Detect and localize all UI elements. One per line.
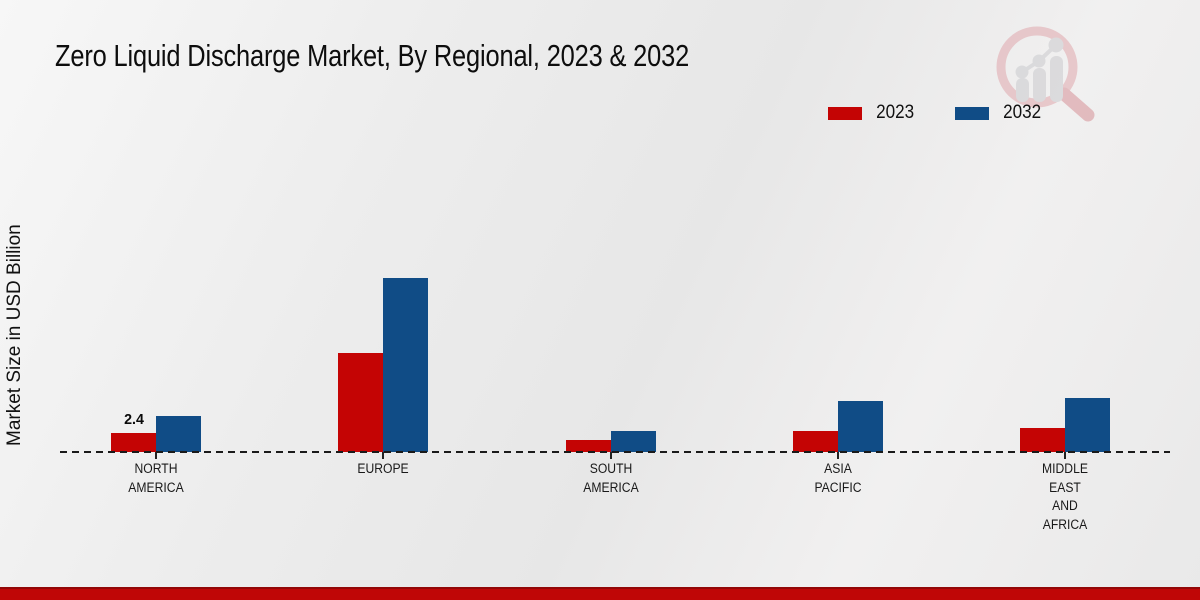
bar-2032-north-america xyxy=(156,416,201,452)
legend-swatch-2023 xyxy=(828,106,863,120)
x-axis-baseline xyxy=(60,451,1170,453)
category-label-asia-pacific: ASIA PACIFIC xyxy=(814,461,862,495)
legend-item-2023: 2023 xyxy=(828,102,916,124)
bar-2023-europe xyxy=(338,353,384,452)
legend-item-2032: 2032 xyxy=(954,102,1043,124)
x-axis-tick xyxy=(382,452,385,459)
category-label-south-america: SOUTH AMERICA xyxy=(582,461,639,495)
legend: 2023 2032 xyxy=(828,102,1043,124)
category-label-north-america: NORTH AMERICA xyxy=(128,461,184,495)
bar-2032-asia-pacific xyxy=(837,401,883,452)
value-label-2023-north-america: 2.4 xyxy=(123,411,144,428)
bar-2032-europe xyxy=(383,278,429,452)
bar-2023-middle-east-and-africa xyxy=(1020,428,1065,452)
x-axis-tick xyxy=(1064,452,1066,459)
bar-2023-north-america xyxy=(111,433,156,452)
x-axis-tick xyxy=(836,452,839,459)
legend-label-2023: 2023 xyxy=(876,102,915,123)
bar-2023-asia-pacific xyxy=(792,431,838,452)
bar-2023-south-america xyxy=(565,440,611,452)
x-axis-tick xyxy=(155,452,157,459)
x-axis-tick xyxy=(609,452,612,459)
legend-swatch-2032 xyxy=(954,106,989,120)
bar-2032-south-america xyxy=(610,431,656,452)
category-label-middle-east-and-africa: MIDDLE EAST AND AFRICA xyxy=(1042,461,1088,532)
magnifier-bar-chart-logo-icon xyxy=(996,26,1095,122)
bottom-accent-band xyxy=(0,587,1200,600)
legend-label-2032: 2032 xyxy=(1002,102,1041,123)
chart-title: Zero Liquid Discharge Market, By Regiona… xyxy=(55,38,690,73)
category-label-europe: EUROPE xyxy=(357,461,409,476)
bar-2032-middle-east-and-africa xyxy=(1065,398,1110,452)
